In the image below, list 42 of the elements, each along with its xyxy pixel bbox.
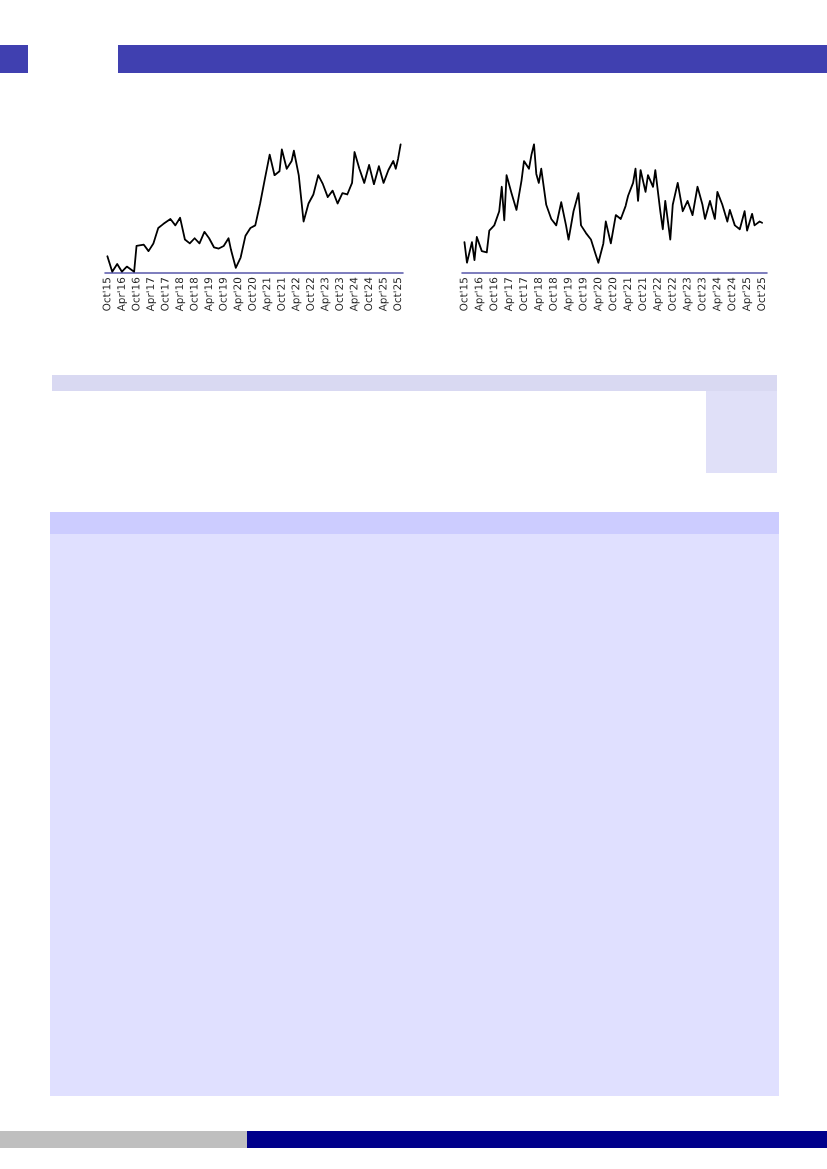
x-tick-label: Apr'20: [593, 277, 604, 312]
x-tick-label: Apr'16: [117, 277, 127, 312]
x-tick-label: Oct'15: [102, 278, 111, 311]
x-tick-label: Apr'19: [563, 277, 574, 312]
x-tick-label: Oct'25: [757, 278, 766, 311]
x-tick-label: Oct'24: [364, 277, 373, 311]
x-tick-label: Oct'16: [131, 277, 140, 311]
x-tick-label: Apr'24: [712, 277, 723, 312]
x-tick-label: Apr'23: [682, 278, 693, 312]
x-tick-label: Apr'21: [623, 278, 634, 312]
x-tick-label: Oct'23: [697, 278, 706, 311]
x-tick-label: Oct'21: [277, 278, 285, 311]
x-tick-label: Oct'22: [667, 278, 676, 311]
x-tick-label: Oct'17: [519, 278, 528, 311]
x-tick-label: Oct'15: [459, 278, 468, 311]
x-tick-label: Apr'19: [204, 277, 215, 312]
x-tick-label: Oct'19: [218, 277, 227, 311]
x-tick-label: Oct'25: [393, 278, 402, 311]
x-tick-label: Oct'18: [189, 277, 198, 311]
x-tick-label: Apr'24: [349, 277, 360, 312]
x-tick-label: Apr'20: [233, 277, 244, 312]
x-tick-label: Apr'25: [742, 278, 753, 312]
x-tick-label: Apr'16: [474, 277, 485, 312]
x-tick-label: Apr'17: [146, 278, 157, 312]
x-tick-label: Apr'18: [175, 277, 186, 312]
x-tick-label: Oct'21: [638, 278, 647, 311]
x-tick-label: Apr'23: [320, 278, 331, 312]
x-tick-label: Apr'18: [533, 277, 544, 312]
x-tick-label: Oct'18: [548, 277, 557, 311]
x-tick-label: Oct'19: [578, 277, 587, 311]
x-tick-label: Oct'16: [489, 277, 498, 311]
x-tick-label: Apr'25: [378, 278, 389, 312]
x-tick-label: Oct'20: [608, 277, 617, 311]
x-tick-label: Apr'21: [262, 278, 273, 312]
x-tick-label: Oct'20: [247, 277, 256, 311]
x-tick-label: Oct'23: [335, 278, 343, 311]
x-tick-label: Apr'17: [504, 278, 515, 312]
x-tick-label: Oct'24: [727, 277, 736, 311]
x-tick-label: Apr'22: [291, 278, 302, 312]
x-tick-label: Oct'17: [160, 278, 169, 311]
x-tick-label: Apr'22: [652, 278, 663, 312]
x-tick-label: Oct'22: [306, 278, 314, 311]
